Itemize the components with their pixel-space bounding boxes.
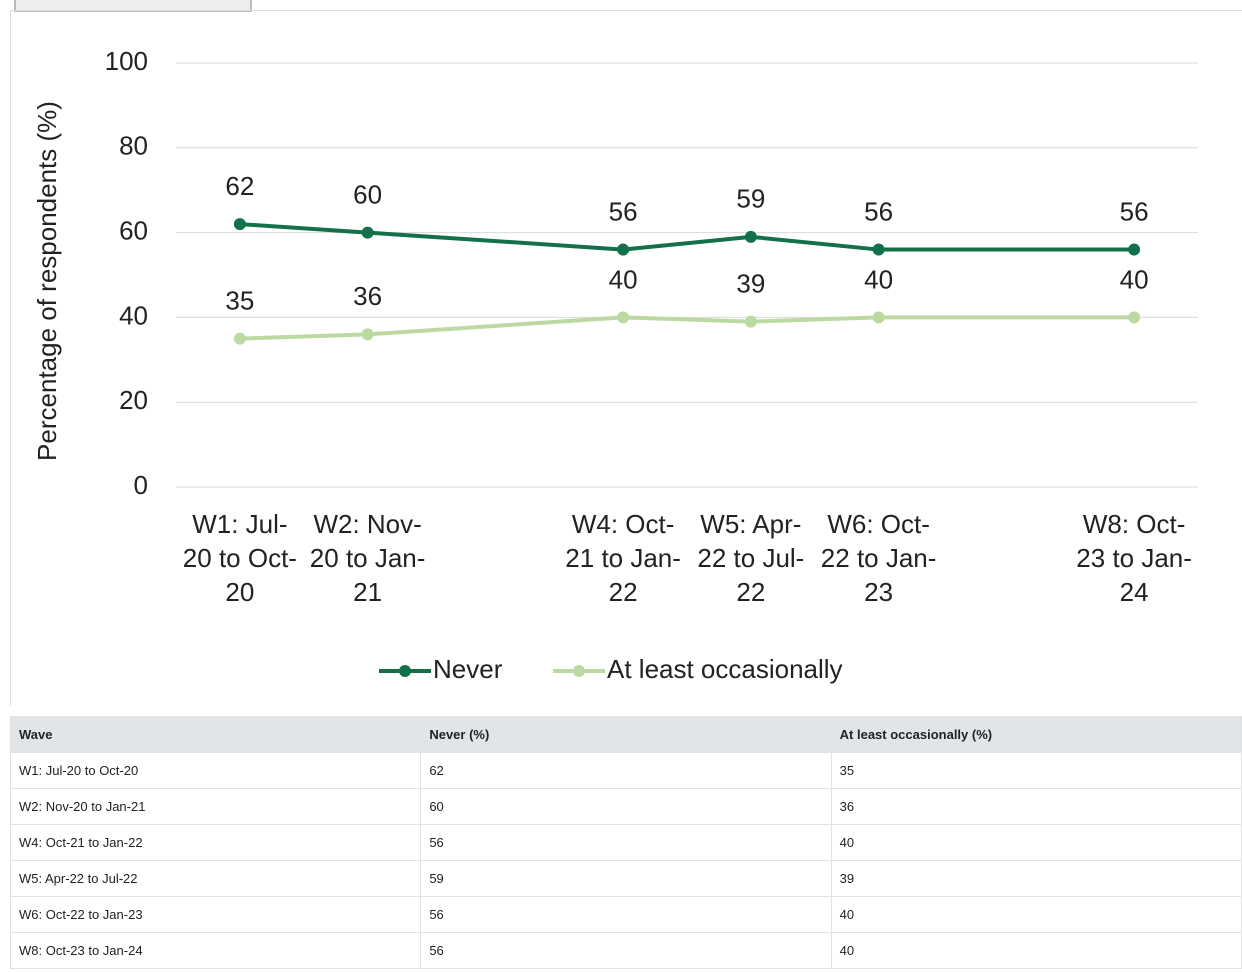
top-control[interactable] (14, 0, 252, 12)
data-point (361, 328, 374, 341)
table-row: W8: Oct-23 to Jan-24 56 40 (9, 932, 1242, 969)
y-tick-label: 20 (119, 385, 148, 415)
data-point (744, 315, 757, 328)
data-label: 56 (609, 196, 638, 226)
legend-marker (573, 665, 585, 677)
table-cell: W4: Oct-21 to Jan-22 (9, 824, 422, 861)
y-tick-label: 60 (119, 215, 148, 245)
x-tick-label: W4: Oct-21 to Jan-22 (565, 509, 681, 607)
data-label: 39 (736, 269, 765, 299)
y-tick-label: 100 (105, 46, 148, 76)
table-cell: W8: Oct-23 to Jan-24 (9, 932, 422, 969)
x-tick-label: W1: Jul-20 to Oct-20 (182, 509, 297, 607)
data-point (744, 230, 757, 243)
data-label: 35 (225, 285, 254, 315)
x-tick-label: W5: Apr-22 to Jul-22 (697, 509, 805, 607)
y-axis-label: Percentage of respondents (%) (32, 101, 62, 461)
table-cell: 35 (830, 752, 1242, 789)
legend-label: At least occasionally (607, 654, 843, 684)
table-cell: W2: Nov-20 to Jan-21 (9, 788, 422, 825)
data-label: 62 (225, 171, 254, 201)
chart-panel: Percentage of respondents (%) 0 20 40 60 80 1… (10, 10, 1242, 706)
data-point (233, 332, 246, 345)
legend-label: Never (433, 654, 503, 684)
column-header: Wave (9, 716, 422, 753)
data-point (233, 218, 246, 231)
series-line (239, 315, 1135, 341)
x-tick-label: W8: Oct-23 to Jan-24 (1076, 509, 1192, 607)
table-cell: 56 (420, 824, 832, 861)
table-row: W1: Jul-20 to Oct-20 62 35 (9, 752, 1242, 789)
data-point (1128, 311, 1141, 324)
table-cell: 40 (830, 932, 1242, 969)
data-label: 60 (353, 179, 382, 209)
x-tick-label: W6: Oct-22 to Jan-23 (820, 509, 937, 607)
column-header: At least occasionally (%) (830, 716, 1242, 753)
y-tick-label: 80 (119, 131, 148, 161)
data-label: 36 (353, 281, 382, 311)
table-cell: W6: Oct-22 to Jan-23 (9, 896, 422, 933)
chart: Percentage of respondents (%) 0 20 40 60 80 1… (32, 46, 1198, 684)
data-label: 59 (736, 184, 765, 214)
data-point (617, 243, 630, 256)
data-label: 56 (1120, 196, 1149, 226)
data-label: 40 (609, 264, 638, 294)
data-label: 56 (864, 196, 893, 226)
column-header: Never (%) (420, 716, 832, 753)
x-tick-label: W2: Nov-20 to Jan-21 (309, 509, 426, 607)
data-label: 40 (1120, 264, 1149, 294)
table-cell: 40 (830, 824, 1242, 861)
y-tick-label: 0 (134, 470, 148, 500)
data-point (361, 226, 374, 239)
table-cell: 36 (830, 788, 1242, 825)
table-cell: 56 (420, 896, 832, 933)
table-cell: 62 (420, 752, 832, 789)
data-label: 40 (864, 264, 893, 294)
table-cell: 56 (420, 932, 832, 969)
table-row: W2: Nov-20 to Jan-21 60 36 (9, 788, 1242, 825)
table-header: Wave Never (%) At least occasionally (%) (9, 716, 1242, 753)
data-point (617, 311, 630, 324)
data-point (1128, 243, 1141, 256)
table-row: W5: Apr-22 to Jul-22 59 39 (9, 860, 1242, 897)
y-tick-label: 40 (119, 300, 148, 330)
data-table: Wave Never (%) At least occasionally (%) W1… (9, 716, 1242, 969)
data-point (872, 243, 885, 256)
table-cell: 39 (830, 860, 1242, 897)
table-cell: W1: Jul-20 to Oct-20 (9, 752, 422, 789)
series-line (239, 222, 1135, 252)
legend-marker (399, 665, 411, 677)
table-row: W6: Oct-22 to Jan-23 56 40 (9, 896, 1242, 933)
table-cell: 40 (830, 896, 1242, 933)
table-row: W4: Oct-21 to Jan-22 56 40 (9, 824, 1242, 861)
table-cell: 60 (420, 788, 832, 825)
table-cell: 59 (420, 860, 832, 897)
table-cell: W5: Apr-22 to Jul-22 (9, 860, 422, 897)
data-point (872, 311, 885, 324)
